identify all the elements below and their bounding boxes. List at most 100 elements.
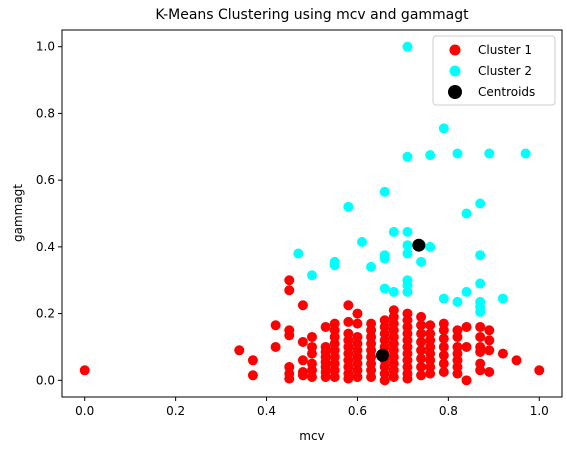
cluster-1-point <box>297 336 308 347</box>
cluster-1-point <box>438 366 449 377</box>
cluster-1-point <box>416 345 427 356</box>
cluster-2-point <box>343 201 354 212</box>
cluster-2-point <box>416 256 427 267</box>
y-tick-label: 0.6 <box>36 173 55 187</box>
cluster-1-point <box>475 331 486 342</box>
cluster-1-point <box>297 355 308 366</box>
cluster-2-point <box>452 148 463 159</box>
cluster-1-point <box>343 316 354 327</box>
cluster-2-point <box>402 286 413 297</box>
cluster-1-point <box>352 318 363 329</box>
cluster-1-point <box>79 365 90 376</box>
cluster-1-point <box>284 373 295 384</box>
cluster-1-point <box>284 285 295 296</box>
legend-marker <box>448 85 462 99</box>
cluster-2-point <box>425 150 436 161</box>
cluster-1-point <box>461 341 472 352</box>
cluster-1-point <box>416 370 427 381</box>
cluster-1-point <box>270 341 281 352</box>
cluster-1-point <box>438 333 449 344</box>
cluster-1-point <box>416 353 427 364</box>
cluster-1-point <box>511 355 522 366</box>
cluster-1-point <box>320 321 331 332</box>
legend-label: Cluster 1 <box>478 43 532 57</box>
plot-area <box>79 41 545 386</box>
cluster-2-point <box>388 226 399 237</box>
plot-frame <box>61 29 563 398</box>
cluster-2-point <box>379 253 390 264</box>
cluster-1-point <box>475 365 486 376</box>
cluster-1-point <box>297 370 308 381</box>
cluster-1-point <box>234 345 245 356</box>
cluster-2-point <box>357 236 367 247</box>
cluster-2-point <box>402 226 413 237</box>
cluster-1-point <box>402 373 413 384</box>
cluster-1-point <box>452 368 463 379</box>
cluster-1-point <box>416 328 427 339</box>
centroid-point <box>375 348 389 362</box>
cluster-1-point <box>484 366 495 377</box>
cluster-2-point <box>452 296 463 307</box>
cluster-2-point <box>497 293 508 304</box>
x-tick-label: 0.8 <box>439 404 458 418</box>
cluster-1-point <box>297 300 308 311</box>
cluster-2-point <box>379 283 390 294</box>
y-axis-label: gammagt <box>11 184 25 242</box>
cluster-1-point <box>416 361 427 372</box>
cluster-2-point <box>329 260 340 271</box>
y-tick-label: 0.4 <box>36 240 55 254</box>
cluster-2-point <box>461 286 472 297</box>
cluster-1-point <box>307 348 317 359</box>
cluster-1-point <box>343 300 354 311</box>
y-tick-label: 1.0 <box>36 40 55 54</box>
cluster-2-point <box>461 208 472 219</box>
cluster-2-point <box>475 250 486 261</box>
cluster-1-point <box>461 321 472 332</box>
cluster-1-point <box>284 330 295 341</box>
cluster-1-point <box>343 373 354 384</box>
cluster-2-point <box>484 148 495 159</box>
cluster-2-point <box>388 286 399 297</box>
cluster-1-point <box>352 308 363 319</box>
legend-label: Cluster 2 <box>478 64 532 78</box>
cluster-2-point <box>293 248 304 259</box>
cluster-2-point <box>402 151 413 162</box>
legend-marker <box>449 44 461 56</box>
x-tick-label: 0.4 <box>257 404 276 418</box>
chart-title: K-Means Clustering using mcv and gammagt <box>155 7 469 23</box>
x-tick-label: 0.2 <box>166 404 185 418</box>
cluster-2-point <box>307 270 317 281</box>
cluster-2-point <box>402 240 413 251</box>
x-tick-label: 0.0 <box>75 404 94 418</box>
cluster-2-point <box>438 123 449 134</box>
cluster-1-point <box>352 371 363 382</box>
cluster-1-point <box>438 325 449 336</box>
x-axis-label: mcv <box>299 429 324 443</box>
cluster-1-point <box>475 346 486 357</box>
x-tick-label: 0.6 <box>348 404 367 418</box>
cluster-2-point <box>520 148 531 159</box>
x-tick-label: 1.0 <box>530 404 549 418</box>
y-tick-label: 0.0 <box>36 373 55 387</box>
cluster-2-point <box>402 41 413 52</box>
cluster-1-point <box>329 371 340 382</box>
cluster-1-point <box>452 331 463 342</box>
cluster-1-point <box>497 348 508 359</box>
cluster-1-point <box>416 320 427 331</box>
axes: 0.0 0.2 0.4 0.6 0.8 1.0 0.0 0.2 0.4 0.6 0.8 1.0 <box>36 40 549 418</box>
cluster-1-point <box>475 321 486 332</box>
cluster-1-point <box>247 370 258 381</box>
cluster-1-point <box>320 371 331 382</box>
cluster-1-point <box>247 355 258 366</box>
cluster-2-point <box>475 278 486 289</box>
y-tick-label: 0.2 <box>36 307 55 321</box>
legend-label: Centroids <box>478 85 535 99</box>
cluster-1-point <box>416 336 427 347</box>
cluster-1-point <box>307 371 317 382</box>
cluster-2-point <box>475 306 486 317</box>
cluster-1-point <box>438 358 449 369</box>
cluster-2-point <box>438 293 449 304</box>
cluster-1-point <box>438 350 449 361</box>
cluster-2-point <box>475 198 486 209</box>
cluster-1-point <box>425 368 436 379</box>
